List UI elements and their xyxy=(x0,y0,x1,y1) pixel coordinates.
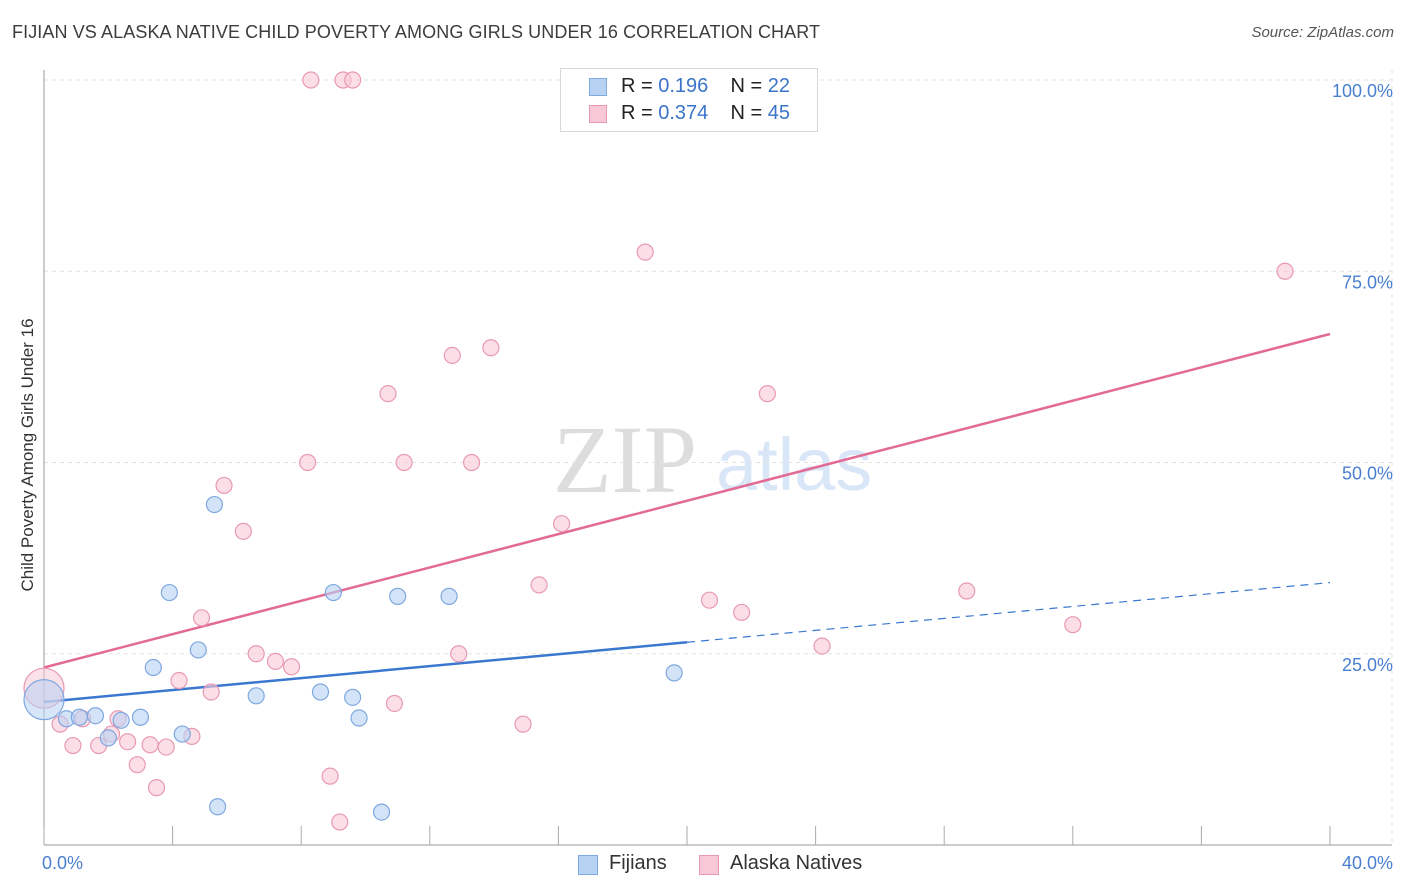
fijians-point xyxy=(205,495,223,514)
fijians-point xyxy=(209,798,227,816)
fijians-point xyxy=(99,729,117,747)
fijians-trendline xyxy=(43,641,688,704)
watermark-atlas: atlas xyxy=(716,423,872,506)
stats-text: R = 0.196 N = 22 xyxy=(621,75,790,98)
data-points xyxy=(23,71,1294,831)
alaska-natives-point xyxy=(147,779,166,797)
y-tick-label: 50.0% xyxy=(1342,464,1393,484)
fijians-legend-swatch xyxy=(578,855,598,875)
alaska-natives-point xyxy=(636,243,654,261)
alaska-natives-point xyxy=(758,385,776,403)
fijians-point xyxy=(131,708,150,726)
fijians-point xyxy=(665,664,683,682)
fijians-point xyxy=(247,687,265,705)
alaska-natives-point xyxy=(462,453,481,472)
fijians-point xyxy=(311,683,330,701)
alaska-natives-point xyxy=(118,733,137,751)
alaska-natives-point xyxy=(234,522,252,540)
alaska-natives-point xyxy=(553,515,571,533)
alaska-natives-point xyxy=(157,738,175,756)
alaska-natives-point xyxy=(215,476,233,495)
fijians-point xyxy=(440,587,458,605)
fijians-point xyxy=(189,641,207,659)
alaska-natives-point xyxy=(141,736,159,754)
alaska-natives-point xyxy=(302,71,320,89)
n-label: N = xyxy=(730,102,763,124)
n-value: 45 xyxy=(767,102,791,124)
alaska-natives-point xyxy=(321,767,339,785)
alaska-natives-point xyxy=(385,694,404,713)
r-label: R = xyxy=(621,75,653,97)
fijians-swatch xyxy=(589,78,607,96)
alaska-natives-point xyxy=(482,339,500,357)
legend-label: Fijians xyxy=(609,852,667,874)
legend-label: Alaska Natives xyxy=(730,852,863,874)
watermark: ZIP atlas xyxy=(553,406,872,513)
y-tick-label: 75.0% xyxy=(1342,272,1393,292)
fijians-point xyxy=(344,688,362,706)
alaska-natives-point xyxy=(64,736,82,755)
alaska-natives-point xyxy=(192,609,211,627)
watermark-zip: ZIP xyxy=(553,406,697,513)
alaska-natives-point xyxy=(958,582,976,600)
grid-lines xyxy=(44,70,1393,845)
x-tick-label: 0.0% xyxy=(42,853,83,873)
r-label: R = xyxy=(621,102,653,124)
alaska-natives-point xyxy=(202,683,220,701)
source-label: Source: ZipAtlas.com xyxy=(1251,24,1394,41)
fijians-point xyxy=(372,803,391,821)
alaska-natives-point xyxy=(450,645,468,663)
n-label: N = xyxy=(730,75,763,97)
r-value: 0.196 xyxy=(658,75,709,97)
alaska-natives-point xyxy=(514,715,532,733)
fijians-point xyxy=(173,725,191,743)
stats-text: R = 0.374 N = 45 xyxy=(621,102,790,125)
alaska-natives-point xyxy=(247,645,265,663)
r-value: 0.374 xyxy=(658,102,709,124)
alaska-natives-point xyxy=(282,658,301,676)
series-legend: Fijians Alaska Natives xyxy=(0,850,1406,880)
alaska-natives-point xyxy=(530,576,548,594)
alaska-natives-point xyxy=(266,652,285,671)
fijians-point xyxy=(23,679,65,721)
y-tick-label: 100.0% xyxy=(1332,81,1393,101)
alaska-natives-point xyxy=(128,756,146,774)
fijians-point xyxy=(350,709,368,727)
tick-labels: 25.0% 50.0% 75.0% 100.0% 0.0% 40.0% xyxy=(42,81,1393,873)
y-tick-label: 25.0% xyxy=(1342,655,1393,675)
alaska-natives-point xyxy=(1276,262,1294,280)
alaska-natives-legend-swatch xyxy=(699,855,719,875)
alaska-natives-point xyxy=(331,813,349,831)
fijians-point xyxy=(86,707,105,725)
chart-title: FIJIAN VS ALASKA NATIVE CHILD POVERTY AM… xyxy=(12,22,821,42)
alaska-natives-point xyxy=(299,453,317,472)
alaska-natives-point xyxy=(1064,616,1082,634)
alaska-natives-point xyxy=(733,603,751,622)
alaska-natives-point xyxy=(443,346,461,364)
alaska-natives-point xyxy=(700,591,719,609)
fijians-point xyxy=(112,711,130,729)
fijians-point xyxy=(144,658,162,677)
fijians-point xyxy=(389,587,407,605)
fijians-point xyxy=(160,583,178,602)
fijians-point xyxy=(324,583,342,602)
fijians-trendline-extension xyxy=(686,582,1331,643)
alaska-natives-point xyxy=(170,671,188,690)
alaska-natives-swatch xyxy=(589,105,607,123)
alaska-natives-point xyxy=(813,637,831,655)
alaska-natives-point xyxy=(379,385,397,403)
alaska-natives-trendline xyxy=(43,332,1331,669)
fijians-point xyxy=(70,708,88,726)
n-value: 22 xyxy=(767,75,791,97)
alaska-natives-point xyxy=(395,453,413,472)
x-tick-label: 40.0% xyxy=(1342,853,1393,873)
alaska-natives-point xyxy=(344,71,362,89)
stats-legend: R = 0.196 N = 22 R = 0.374 N = 45 xyxy=(560,68,818,132)
trend-lines xyxy=(43,332,1331,704)
